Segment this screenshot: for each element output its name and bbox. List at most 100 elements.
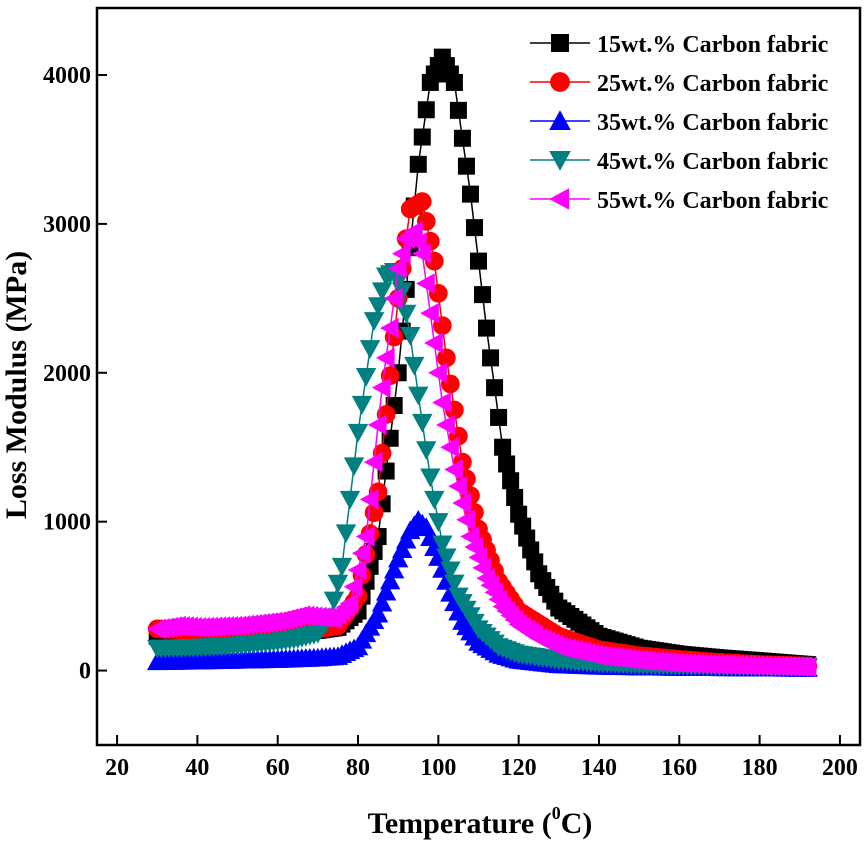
data-point	[371, 592, 393, 612]
legend-item-15wt-carbon-fabric: 15wt.% Carbon fabric	[530, 32, 829, 58]
data-point	[486, 379, 504, 397]
data-point	[432, 535, 453, 555]
data-point	[367, 414, 387, 436]
data-point	[417, 101, 435, 119]
data-point	[506, 488, 524, 506]
y-tick-label: 2000	[43, 361, 91, 387]
data-point	[444, 574, 465, 594]
data-point	[387, 548, 409, 568]
data-point	[343, 457, 365, 477]
data-point	[416, 441, 437, 460]
legend-label: 15wt.% Carbon fabric	[597, 32, 829, 58]
series-55wt-carbon-fabric	[147, 221, 817, 678]
y-axis-title: Loss Modulus (MPa)	[0, 251, 33, 519]
data-point	[440, 437, 459, 458]
y-tick-label: 3000	[43, 212, 91, 238]
x-axis-title: Temperature (0C)	[368, 803, 593, 840]
data-point	[498, 455, 516, 473]
x-axis-title-end: C)	[561, 807, 593, 840]
data-point	[444, 459, 463, 480]
data-point	[412, 192, 432, 211]
data-point	[448, 476, 467, 497]
data-point	[331, 557, 353, 577]
data-point	[452, 492, 471, 514]
data-point	[375, 347, 395, 369]
x-tick-label: 120	[501, 755, 537, 781]
data-point	[490, 408, 508, 426]
data-point	[404, 221, 423, 242]
data-point	[339, 593, 359, 614]
data-point	[408, 386, 429, 406]
legend-label: 55wt.% Carbon fabric	[597, 188, 829, 214]
data-point	[335, 524, 357, 544]
data-point	[424, 332, 443, 354]
axis-layer: 20 40 60 80 100 120 140 160 180 20001000200030004…	[43, 6, 862, 781]
data-point	[383, 288, 403, 309]
x-tick-label: 60	[266, 755, 290, 781]
data-point	[347, 559, 367, 581]
data-point	[502, 472, 520, 490]
x-tick-label: 20	[105, 755, 129, 781]
legend-item-25wt-carbon-fabric: 25wt.% Carbon fabric	[530, 71, 829, 97]
data-point	[432, 392, 451, 413]
legend-item-55wt-carbon-fabric: 55wt.% Carbon fabric	[530, 188, 829, 214]
x-tick-label: 40	[185, 755, 209, 781]
data-point	[351, 543, 371, 564]
legend-label: 45wt.% Carbon fabric	[597, 149, 829, 175]
x-tick-label: 80	[346, 755, 370, 781]
legend-marker	[550, 72, 570, 92]
data-point	[367, 603, 389, 623]
data-point	[494, 438, 512, 456]
data-point	[375, 581, 397, 601]
data-point	[371, 377, 391, 398]
data-point	[343, 576, 363, 598]
data-point	[355, 526, 375, 547]
x-tick-label: 100	[420, 755, 456, 781]
data-point	[392, 539, 413, 558]
data-point	[482, 349, 500, 367]
data-point	[351, 395, 373, 415]
data-point	[387, 272, 409, 292]
legend-item-45wt-carbon-fabric: 45wt.% Carbon fabric	[530, 149, 829, 175]
legend-item-35wt-carbon-fabric: 35wt.% Carbon fabric	[530, 110, 829, 136]
data-point	[461, 185, 479, 203]
data-point	[363, 312, 385, 331]
y-tick-label: 1000	[43, 510, 91, 536]
data-point	[367, 297, 389, 316]
data-point	[465, 219, 483, 237]
data-point	[400, 327, 421, 346]
data-point	[478, 319, 496, 337]
x-tick-label: 160	[661, 755, 697, 781]
data-point	[387, 258, 407, 279]
data-point	[420, 303, 439, 324]
data-point	[413, 128, 431, 146]
x-tick-label: 200	[822, 755, 858, 781]
data-point	[371, 282, 393, 302]
data-point	[327, 574, 349, 594]
data-point	[355, 368, 377, 387]
x-tick-label: 180	[742, 755, 778, 781]
legend-label: 35wt.% Carbon fabric	[597, 110, 829, 136]
data-point	[797, 656, 817, 678]
data-point	[323, 591, 345, 611]
data-point	[445, 73, 463, 91]
data-point	[436, 414, 455, 436]
y-tick-label: 0	[79, 659, 91, 685]
y-tick-label: 4000	[43, 63, 91, 89]
data-point	[428, 362, 447, 383]
data-point	[383, 559, 405, 579]
legend-marker	[549, 110, 571, 130]
data-point	[409, 155, 427, 173]
x-axis-title-superscript: 0	[552, 803, 561, 823]
data-point	[404, 356, 425, 376]
legend-label: 25wt.% Carbon fabric	[597, 71, 829, 97]
data-point	[412, 243, 431, 264]
data-point	[359, 340, 381, 359]
data-point	[408, 232, 427, 253]
data-point	[449, 101, 467, 119]
data-point	[457, 157, 475, 175]
legend-marker	[549, 151, 571, 171]
